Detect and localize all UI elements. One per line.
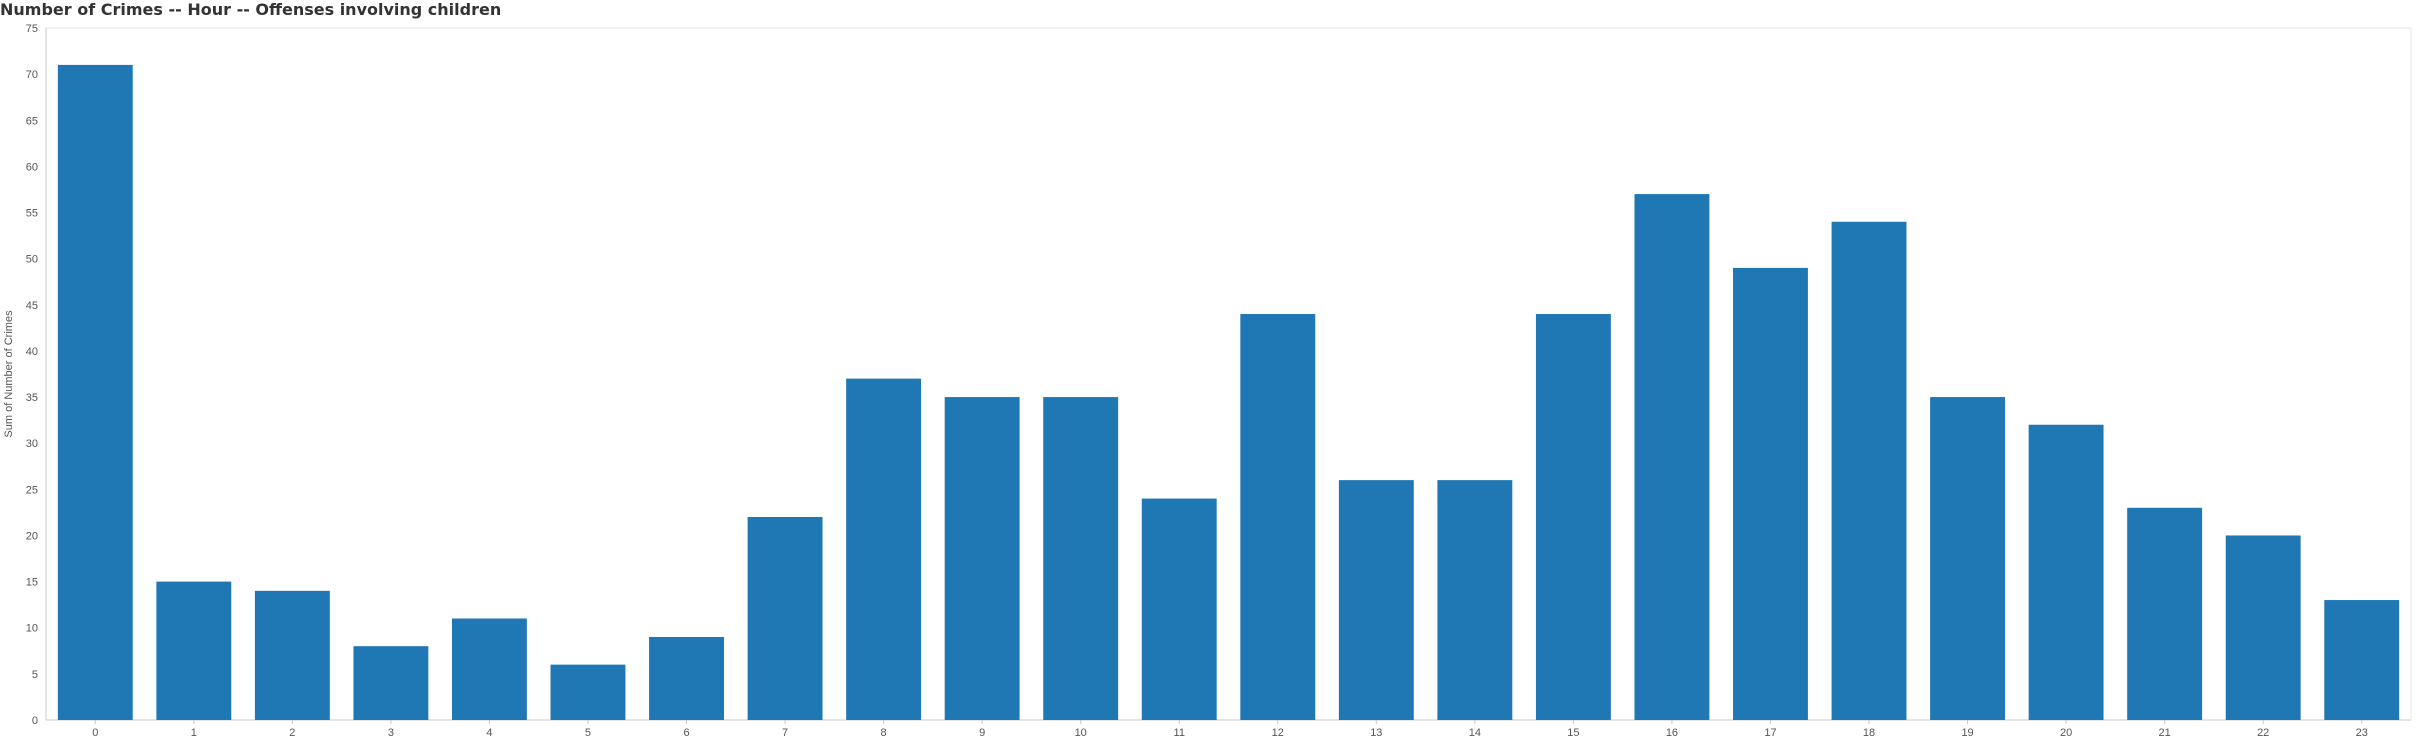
x-tick-label: 12 — [1272, 727, 1284, 739]
x-tick-label: 7 — [782, 727, 788, 739]
y-tick-label: 50 — [26, 254, 38, 266]
x-tick-label: 15 — [1567, 727, 1579, 739]
chart-title: Number of Crimes -- Hour -- Offenses inv… — [0, 0, 502, 19]
x-tick-label: 3 — [388, 727, 394, 739]
bar-hour-6[interactable] — [649, 636, 724, 720]
y-tick-label: 5 — [32, 669, 38, 681]
bar-hour-20[interactable] — [2028, 424, 2104, 720]
bar-hour-13[interactable] — [1338, 480, 1414, 720]
x-tick-labels: 0 1 2 3 4 5 6 7 8 9 10 11 12 13 14 15 16 17 18 19 20 21 22 23 — [92, 727, 2368, 739]
y-axis-title: Sum of Number of Crimes — [3, 310, 15, 438]
bar-hour-0[interactable] — [57, 64, 133, 720]
y-tick-label: 15 — [26, 577, 38, 589]
y-tick-label: 30 — [26, 438, 38, 450]
y-tick-labels: 0 5 10 15 20 25 30 35 40 45 50 55 60 65 70 75 — [26, 23, 38, 727]
axis-layer — [45, 27, 2412, 724]
bar-hour-19[interactable] — [1930, 397, 2006, 720]
bar-hour-22[interactable] — [2225, 535, 2301, 720]
bar-hour-1[interactable] — [156, 581, 232, 720]
y-tick-label: 65 — [26, 115, 38, 127]
y-tick-label: 75 — [26, 23, 38, 35]
x-tick-label: 19 — [1961, 727, 1973, 739]
x-tick-label: 6 — [683, 727, 689, 739]
y-tick-label: 35 — [26, 392, 38, 404]
bar-hour-7[interactable] — [747, 517, 823, 720]
bar-hour-8[interactable] — [846, 378, 922, 720]
bar-hour-23[interactable] — [2324, 600, 2400, 720]
bar-hour-5[interactable] — [550, 664, 626, 720]
x-tick-label: 17 — [1764, 727, 1776, 739]
bar-hour-12[interactable] — [1240, 314, 1316, 720]
bar-hour-10[interactable] — [1043, 397, 1119, 720]
x-tick-label: 22 — [2257, 727, 2269, 739]
x-tick-label: 10 — [1075, 727, 1087, 739]
x-tick-label: 18 — [1863, 727, 1875, 739]
bar-hour-16[interactable] — [1634, 194, 1710, 720]
x-tick-label: 13 — [1370, 727, 1382, 739]
y-tick-label: 40 — [26, 346, 38, 358]
x-tick-label: 1 — [191, 727, 197, 739]
bar-hour-11[interactable] — [1141, 498, 1217, 720]
y-tick-label: 0 — [32, 715, 38, 727]
x-tick-label: 11 — [1174, 727, 1185, 739]
x-tick-label: 0 — [92, 727, 98, 739]
bar-hour-15[interactable] — [1535, 314, 1611, 720]
y-tick-label: 25 — [26, 484, 38, 496]
bar-hour-17[interactable] — [1733, 267, 1808, 720]
x-tick-label: 2 — [289, 727, 295, 739]
y-tick-label: 45 — [26, 300, 38, 312]
y-tick-label: 10 — [26, 623, 38, 635]
x-tick-label: 9 — [979, 727, 985, 739]
x-tick-label: 20 — [2060, 727, 2072, 739]
x-tick-label: 23 — [2356, 727, 2368, 739]
x-tick-label: 21 — [2159, 727, 2171, 739]
y-tick-label: 60 — [26, 161, 38, 173]
bar-hour-2[interactable] — [254, 590, 330, 720]
x-tick-label: 5 — [585, 727, 591, 739]
bar-hour-9[interactable] — [944, 397, 1020, 720]
x-tick-label: 16 — [1666, 727, 1678, 739]
y-tick-label: 20 — [26, 530, 38, 542]
bar-hour-14[interactable] — [1437, 480, 1513, 720]
bar-hour-18[interactable] — [1831, 221, 1907, 720]
bars-layer — [57, 64, 2400, 720]
x-tick-label: 14 — [1469, 727, 1481, 739]
x-tick-label: 8 — [881, 727, 887, 739]
y-tick-label: 55 — [26, 208, 38, 220]
bar-hour-4[interactable] — [451, 618, 527, 720]
bar-hour-3[interactable] — [353, 646, 429, 720]
x-tick-label: 4 — [486, 727, 492, 739]
y-tick-label: 70 — [26, 69, 38, 81]
bar-hour-21[interactable] — [2127, 507, 2203, 720]
